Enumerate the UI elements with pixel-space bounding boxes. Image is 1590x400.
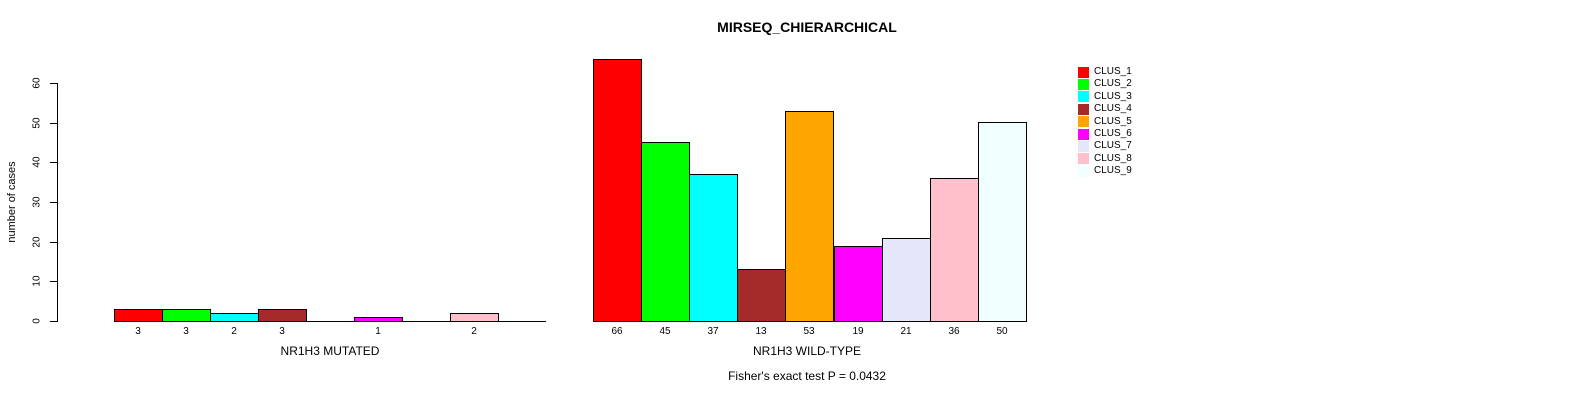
legend-label: CLUS_2: [1094, 78, 1132, 90]
legend-item-clus_7: CLUS_7: [1078, 140, 1132, 152]
bar-clus_3: [210, 313, 259, 322]
chart-title: MIRSEQ_CHIERARCHICAL: [717, 19, 897, 35]
x-axis-label-wildtype: NR1H3 WILD-TYPE: [752, 344, 862, 358]
y-axis-title: number of cases: [6, 161, 18, 243]
bar-clus_4: [737, 269, 786, 322]
bar-value-label: 1: [375, 326, 381, 337]
bar-value-label: 3: [183, 326, 189, 337]
bar-clus_6: [834, 246, 883, 322]
bar-clus_6: [354, 317, 403, 322]
y-axis-line: [57, 82, 58, 322]
bar-value-label: 45: [659, 326, 671, 337]
bar-value-label: 21: [900, 326, 912, 337]
legend-swatch-clus_5: [1078, 116, 1089, 128]
bar-clus_7: [882, 238, 931, 322]
legend-swatch-clus_3: [1078, 91, 1089, 103]
legend-label: CLUS_5: [1094, 115, 1132, 127]
legend-label: CLUS_8: [1094, 152, 1132, 164]
bar-clus_8: [450, 313, 499, 322]
legend-swatch-clus_6: [1078, 128, 1089, 140]
bar-value-label: 13: [755, 326, 767, 337]
legend-item-clus_8: CLUS_8: [1078, 153, 1132, 165]
bar-value-label: 3: [135, 326, 141, 337]
y-tick-label: 20: [31, 236, 43, 248]
legend-swatch-clus_1: [1078, 66, 1089, 78]
bar-value-label: 2: [471, 326, 477, 337]
bar-value-label: 2: [231, 326, 237, 337]
legend-swatch-clus_4: [1078, 103, 1089, 115]
legend-item-clus_3: CLUS_3: [1078, 91, 1132, 103]
legend-label: CLUS_4: [1094, 103, 1132, 115]
bar-value-label: 3: [279, 326, 285, 337]
x-axis-label-mutated: NR1H3 MUTATED: [280, 344, 380, 358]
bar-value-label: 50: [996, 326, 1008, 337]
legend-label: CLUS_1: [1094, 66, 1132, 77]
legend-item-clus_2: CLUS_2: [1078, 78, 1132, 90]
legend-item-clus_9: CLUS_9: [1078, 165, 1132, 177]
bar-clus_4: [258, 309, 307, 322]
bar-clus_1: [114, 309, 163, 322]
bar-value-label: 19: [852, 326, 864, 337]
bar-value-label: 53: [803, 326, 815, 337]
bar-clus_9: [978, 122, 1027, 322]
bar-clus_8: [930, 178, 979, 322]
legend-label: CLUS_7: [1094, 140, 1132, 152]
y-tick-label: 10: [31, 275, 43, 287]
y-axis-tick: [50, 162, 57, 164]
y-axis-tick: [50, 201, 57, 203]
legend-swatch-clus_2: [1078, 78, 1089, 90]
bar-clus_1: [593, 59, 642, 322]
legend-label: CLUS_3: [1094, 90, 1132, 102]
bar-clus_2: [162, 309, 211, 322]
x-axis-line: [114, 321, 546, 322]
y-tick-label: 60: [31, 77, 43, 89]
bar-value-label: 37: [707, 326, 719, 337]
legend-label: CLUS_6: [1094, 128, 1132, 139]
legend-item-clus_1: CLUS_1: [1078, 66, 1132, 78]
y-axis-tick: [50, 241, 57, 243]
bar-clus_3: [689, 174, 738, 322]
legend-swatch-clus_8: [1078, 153, 1089, 165]
bar-clus_5: [785, 111, 834, 322]
y-tick-label: 40: [31, 156, 43, 168]
y-axis-tick: [50, 82, 57, 84]
y-axis-tick: [50, 122, 57, 124]
y-tick-label: 0: [31, 318, 43, 324]
bar-clus_2: [641, 142, 690, 322]
fisher-test-note: Fisher's exact test P = 0.0432: [728, 369, 886, 383]
bar-value-label: 66: [611, 326, 623, 337]
legend-item-clus_5: CLUS_5: [1078, 116, 1132, 128]
y-axis-tick: [50, 321, 57, 322]
legend-item-clus_4: CLUS_4: [1078, 103, 1132, 115]
legend-item-clus_6: CLUS_6: [1078, 128, 1132, 140]
y-tick-label: 30: [31, 196, 43, 208]
bar-value-label: 36: [948, 326, 960, 337]
legend-swatch-clus_9: [1078, 165, 1089, 177]
y-tick-label: 50: [31, 116, 43, 129]
legend-label: CLUS_9: [1094, 165, 1132, 177]
y-axis-tick: [50, 281, 57, 283]
legend-swatch-clus_7: [1078, 140, 1089, 152]
